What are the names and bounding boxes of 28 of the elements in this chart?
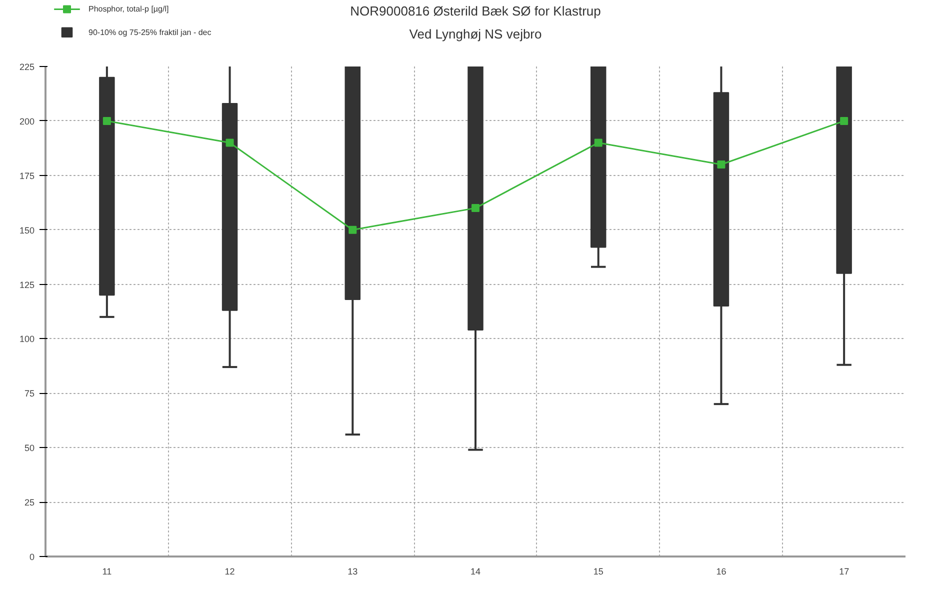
y-tick-label: 175 [19, 170, 35, 181]
legend-label: Phosphor, total-p [µg/l] [88, 4, 169, 14]
x-tick-label: 13 [348, 566, 358, 576]
point [717, 160, 726, 168]
y-tick-label: 25 [24, 498, 35, 508]
chart-title: NOR9000816 Østerild Bæk SØ for Klastrup [350, 3, 601, 18]
x-tick-label: 11 [102, 566, 112, 576]
y-tick-label: 125 [19, 280, 35, 290]
y-tick-label: 150 [19, 225, 35, 236]
y-tick-label: 225 [19, 62, 35, 72]
y-tick-label: 200 [19, 116, 35, 126]
y-tick-label: 50 [24, 443, 35, 454]
point [102, 116, 111, 125]
y-tick-label: 75 [24, 388, 35, 399]
legend-label: 90-10% og 75-25% fraktil jan - dec [88, 28, 212, 37]
point [348, 226, 357, 234]
point [472, 204, 480, 212]
x-tick-label: 16 [716, 566, 726, 576]
y-tick-label: 100 [19, 334, 35, 344]
x-tick-label: 12 [224, 566, 235, 576]
x-tick-label: 14 [470, 566, 481, 576]
x-tick-label: 17 [839, 566, 850, 576]
x-tick-label: 15 [593, 566, 604, 576]
y-tick-label: 0 [29, 552, 35, 562]
point [594, 138, 602, 147]
point [840, 116, 848, 125]
chart-subtitle: Ved Lynghøj NS vejbro [409, 26, 542, 42]
point [226, 138, 234, 147]
